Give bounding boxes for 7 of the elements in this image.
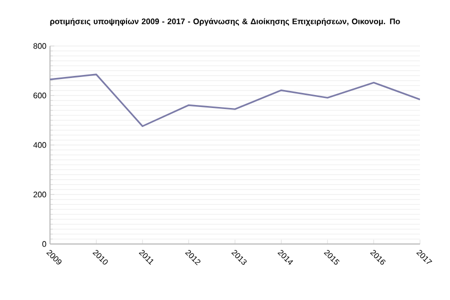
line-series [50,74,420,127]
y-tick-label: 200 [34,192,46,198]
y-tick-label: 400 [33,142,46,148]
y-tick-label: 800 [33,43,46,49]
y-tick-label: 600 [34,92,46,98]
y-tick-label: 0 [42,241,46,247]
chart-title: ροτιμήσεις υποψηφίων 2009 - 2017 - Οργάνωσης & Διοίκησης Επιχειρήσεων, Οικονομ. Πο [50,18,400,26]
